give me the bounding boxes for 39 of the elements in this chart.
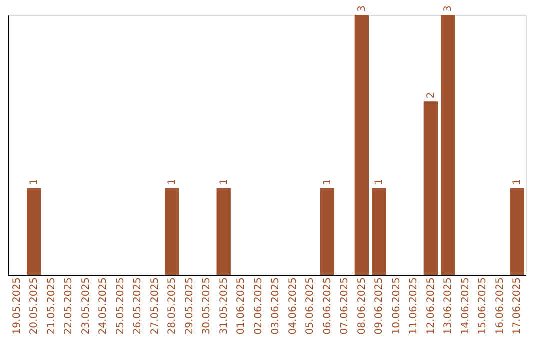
x-tick-label: 10.06.2025 — [391, 278, 402, 335]
data-label: 1 — [322, 178, 334, 186]
x-tick-label: 28.05.2025 — [167, 278, 178, 335]
data-label: 2 — [426, 92, 437, 99]
data-label: 1 — [374, 178, 386, 186]
x-tick-label: 17.06.2025 — [512, 278, 524, 335]
x-tick-label: 12.06.2025 — [426, 278, 437, 335]
x-tick-label: 01.06.2025 — [236, 278, 248, 335]
x-tick-label: 13.06.2025 — [443, 278, 454, 335]
x-tick-label: 23.05.2025 — [80, 278, 92, 335]
data-label: 1 — [167, 178, 178, 186]
x-tick-label: 07.06.2025 — [340, 278, 351, 335]
x-tick-label: 24.05.2025 — [98, 278, 110, 335]
x-tick-label: 03.06.2025 — [270, 278, 282, 335]
x-tick-label: 22.05.2025 — [64, 278, 75, 335]
x-tick-label: 02.06.2025 — [253, 278, 264, 335]
x-tick-label: 26.05.2025 — [132, 278, 144, 335]
x-tick-label: 21.05.2025 — [46, 278, 58, 335]
x-tick-label: 14.06.2025 — [460, 278, 472, 335]
data-label: 1 — [29, 178, 40, 186]
x-tick-label: 29.05.2025 — [184, 278, 196, 335]
x-tick-label: 05.06.2025 — [305, 278, 316, 335]
x-tick-label: 06.06.2025 — [322, 278, 334, 335]
x-tick-label: 08.06.2025 — [356, 278, 368, 335]
x-tick-label: 11.06.2025 — [408, 278, 420, 335]
x-tick-label: 25.05.2025 — [115, 278, 126, 335]
x-tick-label: 30.05.2025 — [202, 278, 213, 335]
x-tick-label: 20.05.2025 — [29, 278, 40, 335]
data-label: 3 — [443, 6, 454, 12]
data-label: 3 — [356, 6, 368, 12]
data-label: 1 — [512, 178, 524, 186]
x-tick-label: 16.06.2025 — [494, 278, 506, 335]
x-tick-label: 27.05.2025 — [150, 278, 161, 335]
x-tick-label: 31.05.2025 — [218, 278, 230, 335]
x-tick-label: 19.05.2025 — [12, 278, 23, 335]
x-tick-label: 04.06.2025 — [288, 278, 299, 335]
data-label: 1 — [218, 178, 230, 186]
x-tick-label: 09.06.2025 — [374, 278, 386, 335]
x-tick-label: 15.06.2025 — [478, 278, 489, 335]
